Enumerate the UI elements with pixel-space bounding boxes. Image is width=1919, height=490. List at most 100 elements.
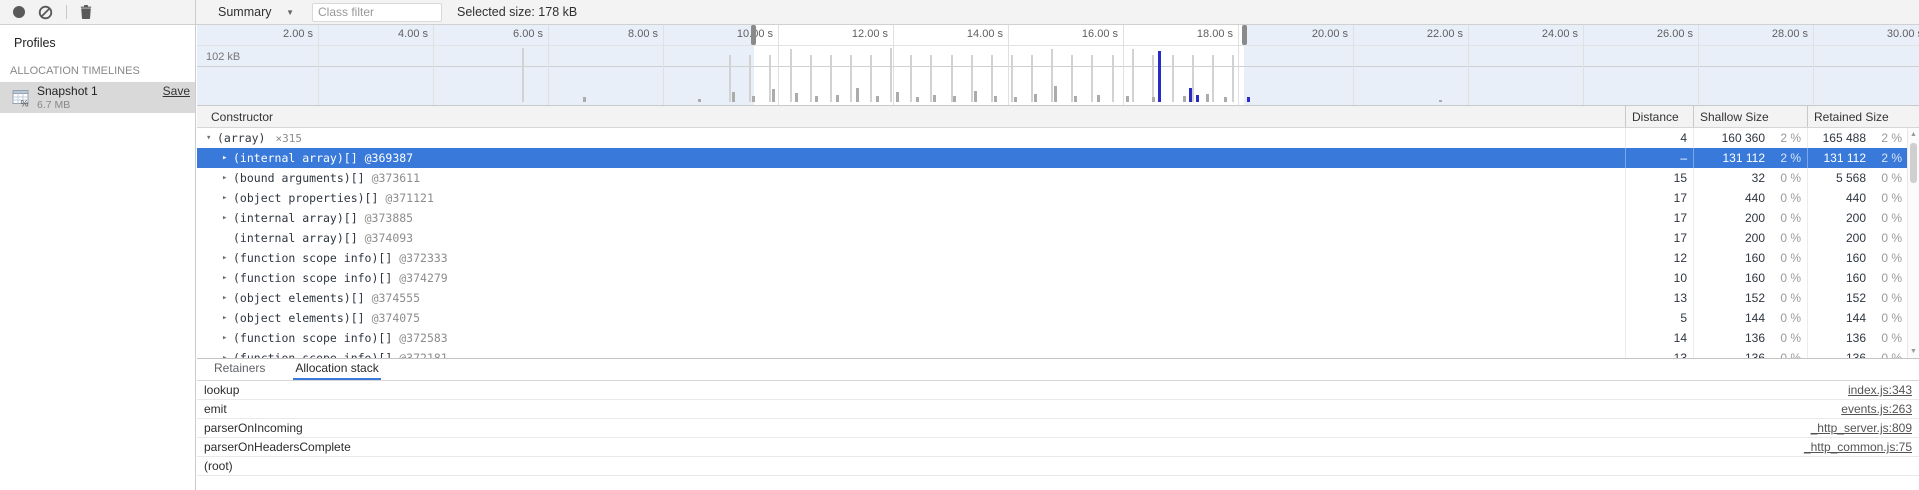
table-row[interactable]: ▸ (function scope info)[] @372333 12 160…	[197, 248, 1919, 268]
column-header-retained-size[interactable]: Retained Size	[1807, 106, 1919, 127]
timeline-tick-label: 12.00 s	[851, 28, 888, 40]
retained-size-value: 165 488	[1822, 131, 1866, 145]
sidebar-item-snapshot-1[interactable]: % Snapshot 1 Save 6.7 MB	[0, 82, 195, 113]
expander-icon[interactable]: ▸	[222, 353, 228, 358]
class-filter-input[interactable]	[312, 2, 442, 22]
table-row[interactable]: ▸ (object properties)[] @371121 17 440 0…	[197, 188, 1919, 208]
expander-icon[interactable]: ▸	[222, 273, 228, 283]
expander-icon[interactable]: ▸	[222, 293, 228, 303]
allocation-bar	[1223, 97, 1227, 102]
grid-scrollbar[interactable]: ▲ ▼	[1907, 128, 1919, 358]
table-row[interactable]: ▾ (array) ×315 4 160 360 2 % 165 488 2 %	[197, 128, 1919, 148]
allocation-bar	[1131, 49, 1134, 102]
constructor-name: (array)	[217, 131, 266, 145]
allocation-bar	[1151, 55, 1154, 102]
clear-profiles-icon[interactable]	[38, 5, 53, 20]
table-row[interactable]: ▸ (internal array)[] @373885 17 200 0 % …	[197, 208, 1919, 228]
table-row[interactable]: ▸ (internal array)[] @369387 – 131 112 2…	[197, 148, 1919, 168]
allocation-bar	[1091, 55, 1094, 102]
timeline-tick-label: 6.00 s	[513, 28, 543, 40]
constructor-cell: ▸ (internal array)[] @373885	[197, 208, 1625, 228]
expander-icon[interactable]: ▸	[222, 153, 228, 163]
allocation-bar	[1074, 96, 1078, 102]
expander-icon[interactable]: ▸	[222, 173, 228, 183]
scrollbar-down-icon[interactable]: ▼	[1910, 348, 1917, 355]
column-header-constructor[interactable]: Constructor	[211, 109, 274, 124]
timeline-gridline	[1698, 25, 1699, 105]
allocation-bar	[930, 55, 933, 102]
shallow-size-value: 200	[1744, 211, 1765, 225]
stack-frame-row[interactable]: lookup index.js:343	[197, 380, 1919, 400]
constructor-cell: ▸ (function scope info)[] @372333	[197, 248, 1625, 268]
stack-frame-source-link[interactable]: events.js:263	[1841, 402, 1912, 416]
shallow-size-value: 440	[1744, 191, 1765, 205]
shallow-size-value: 160	[1744, 251, 1765, 265]
expander-icon[interactable]: ▸	[222, 333, 228, 343]
shallow-size-value: 144	[1744, 311, 1765, 325]
allocation-bar	[749, 55, 752, 102]
table-row[interactable]: ▸ (object elements)[] @374075 5 144 0 % …	[197, 308, 1919, 328]
allocation-bar	[993, 96, 997, 102]
table-row[interactable]: ▸ (function scope info)[] @372583 14 136…	[197, 328, 1919, 348]
constructor-cell: ▸ (object properties)[] @371121	[197, 188, 1625, 208]
table-row[interactable]: (internal array)[] @374093 17 200 0 % 20…	[197, 228, 1919, 248]
expander-icon[interactable]: ▸	[222, 213, 228, 223]
timeline-unselected-left	[197, 25, 754, 105]
stack-frame-name: parserOnIncoming	[204, 421, 303, 435]
shallow-size-percent: 0 %	[1780, 271, 1801, 285]
table-row[interactable]: ▸ (function scope info)[] @372181 13 136…	[197, 348, 1919, 358]
allocation-bar	[697, 99, 701, 102]
scrollbar-up-icon[interactable]: ▲	[1910, 131, 1917, 138]
object-id: @373885	[364, 211, 414, 225]
retained-size-value: 5 568	[1835, 171, 1866, 185]
expander-icon[interactable]: ▸	[222, 253, 228, 263]
shallow-size-percent: 0 %	[1780, 231, 1801, 245]
scrollbar-thumb[interactable]	[1910, 143, 1917, 183]
timeline-tick-label: 20.00 s	[1311, 28, 1348, 40]
table-row[interactable]: ▸ (bound arguments)[] @373611 15 32 0 % …	[197, 168, 1919, 188]
timeline-overview[interactable]: 102 kB 2.00 s 4.00 s 6.00 s 8.00 s 10.00…	[197, 25, 1919, 106]
timeline-gridline	[1468, 25, 1469, 105]
stack-frame-row[interactable]: (root)	[197, 457, 1919, 476]
selection-right-handle[interactable]	[1241, 25, 1247, 45]
retained-size-cell: 160 0 %	[1807, 268, 1908, 288]
table-row[interactable]: ▸ (function scope info)[] @374279 10 160…	[197, 268, 1919, 288]
trash-icon[interactable]	[80, 5, 92, 19]
expander-icon[interactable]: ▸	[222, 313, 228, 323]
retained-size-cell: 136 0 %	[1807, 348, 1908, 358]
allocation-bar	[789, 49, 792, 102]
retained-size-percent: 0 %	[1881, 311, 1902, 325]
perspective-select[interactable]: Summary ▼	[218, 5, 294, 19]
stack-frame-row[interactable]: parserOnHeadersComplete _http_common.js:…	[197, 438, 1919, 457]
stack-frame-row[interactable]: parserOnIncoming _http_server.js:809	[197, 419, 1919, 438]
stack-frame-source-link[interactable]: index.js:343	[1847, 383, 1912, 397]
shallow-size-cell: 136 0 %	[1693, 328, 1807, 348]
tab-retainers[interactable]: Retainers	[214, 361, 266, 375]
shallow-size-value: 152	[1744, 291, 1765, 305]
expander-icon[interactable]: ▾	[206, 133, 212, 143]
shallow-size-percent: 0 %	[1780, 171, 1801, 185]
expander-icon[interactable]: ▸	[222, 193, 228, 203]
retained-size-cell: 152 0 %	[1807, 288, 1908, 308]
column-header-distance[interactable]: Distance	[1625, 106, 1693, 127]
allocation-bar	[1054, 86, 1057, 102]
save-snapshot-link[interactable]: Save	[162, 84, 190, 98]
timeline-tick-label: 18.00 s	[1196, 28, 1233, 40]
selection-left-handle[interactable]	[750, 25, 756, 45]
stack-frame-source-link[interactable]: _http_common.js:75	[1803, 440, 1912, 454]
column-header-shallow-size[interactable]: Shallow Size	[1693, 106, 1807, 127]
allocation-bar	[1071, 55, 1074, 102]
timeline-tick-label: 14.00 s	[966, 28, 1003, 40]
retained-size-percent: 0 %	[1881, 211, 1902, 225]
shallow-size-percent: 0 %	[1780, 291, 1801, 305]
stack-frame-source-link[interactable]: _http_server.js:809	[1810, 421, 1912, 435]
record-heap-icon[interactable]	[13, 6, 25, 18]
stack-frame-row[interactable]: emit events.js:263	[197, 400, 1919, 419]
table-row[interactable]: ▸ (object elements)[] @374555 13 152 0 %…	[197, 288, 1919, 308]
memory-gridline	[197, 66, 1919, 67]
object-id: @374555	[371, 291, 421, 305]
constructor-name: (internal array)[]	[233, 151, 358, 165]
allocation-bar	[1232, 55, 1235, 102]
tab-allocation-stack[interactable]: Allocation stack	[293, 358, 381, 380]
shallow-size-cell: 144 0 %	[1693, 308, 1807, 328]
